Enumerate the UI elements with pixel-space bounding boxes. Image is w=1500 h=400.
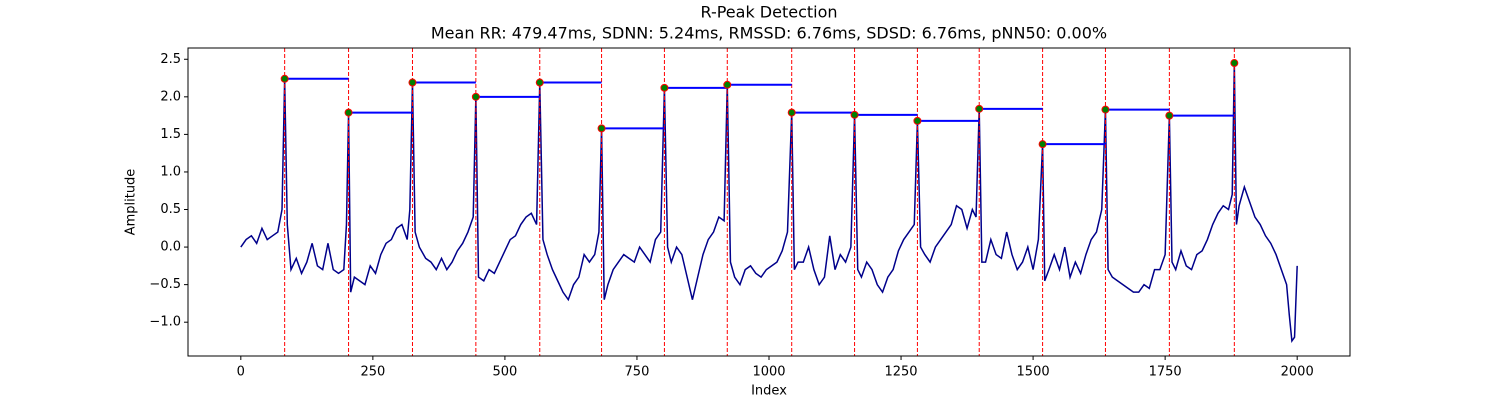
r-peak <box>408 78 417 87</box>
r-peak <box>1165 111 1174 120</box>
r-peak <box>850 110 859 119</box>
x-tick-label: 0 <box>237 365 245 380</box>
signal-line <box>240 63 1298 344</box>
r-peak <box>723 80 732 89</box>
x-tick-label: 750 <box>625 365 650 380</box>
x-axis-label: Index <box>751 384 787 399</box>
x-tick-label: 1000 <box>752 365 785 380</box>
r-peak <box>344 108 353 117</box>
x-tick-label: 500 <box>492 365 517 380</box>
y-axis-label: Amplitude <box>124 169 139 236</box>
y-tick-label: −0.5 <box>149 277 181 292</box>
r-peak <box>535 78 544 87</box>
r-peak <box>597 124 606 133</box>
r-peak <box>913 116 922 125</box>
x-tick-label: 1750 <box>1149 365 1182 380</box>
y-tick-label: 1.5 <box>160 127 181 142</box>
r-peak <box>660 83 669 92</box>
chart-subtitle: Mean RR: 479.47ms, SDNN: 5.24ms, RMSSD: … <box>431 24 1107 43</box>
y-tick-label: 2.5 <box>160 52 181 67</box>
y-tick-label: −1.0 <box>149 315 181 330</box>
y-tick-label: 0.0 <box>160 240 181 255</box>
r-peak <box>280 74 289 83</box>
y-tick-label: 1.0 <box>160 164 181 179</box>
chart-title: R-Peak Detection <box>700 3 837 22</box>
y-tick-label: 0.5 <box>160 202 181 217</box>
r-peak <box>1038 140 1047 149</box>
plot-frame <box>187 47 1351 357</box>
x-tick-label: 2000 <box>1281 365 1314 380</box>
r-peak <box>1101 105 1110 114</box>
x-tick-label: 1500 <box>1017 365 1050 380</box>
r-peak <box>787 108 796 117</box>
r-peak <box>975 104 984 113</box>
x-tick-label: 250 <box>360 365 385 380</box>
r-peak <box>1230 59 1239 68</box>
y-tick-label: 2.0 <box>160 89 181 104</box>
x-tick-label: 1250 <box>884 365 917 380</box>
r-peak <box>471 92 480 101</box>
